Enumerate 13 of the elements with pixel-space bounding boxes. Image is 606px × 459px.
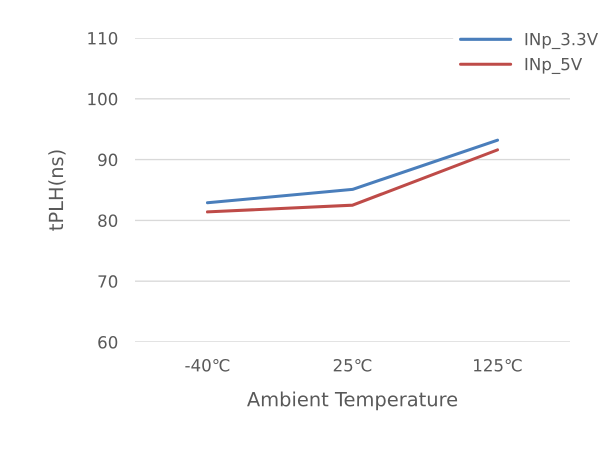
y-tick-label: 100 — [88, 92, 118, 106]
x-tick-label: -40℃ — [185, 358, 230, 372]
y-tick-label: 80 — [98, 214, 118, 227]
y-tick-label: 60 — [98, 336, 118, 349]
x-axis-title: Ambient Temperature — [247, 391, 458, 410]
x-tick-label: 25℃ — [334, 358, 372, 372]
y-axis-title: tPLH(ns) — [48, 150, 66, 231]
legend-label: INp_5V — [526, 58, 582, 74]
legend-label: INp_3.3V — [526, 32, 598, 50]
y-tick-label: 90 — [98, 154, 118, 166]
y-tick-label: 70 — [98, 275, 118, 288]
y-tick-label: 110 — [88, 32, 118, 45]
x-tick-label: 125℃ — [474, 358, 522, 372]
